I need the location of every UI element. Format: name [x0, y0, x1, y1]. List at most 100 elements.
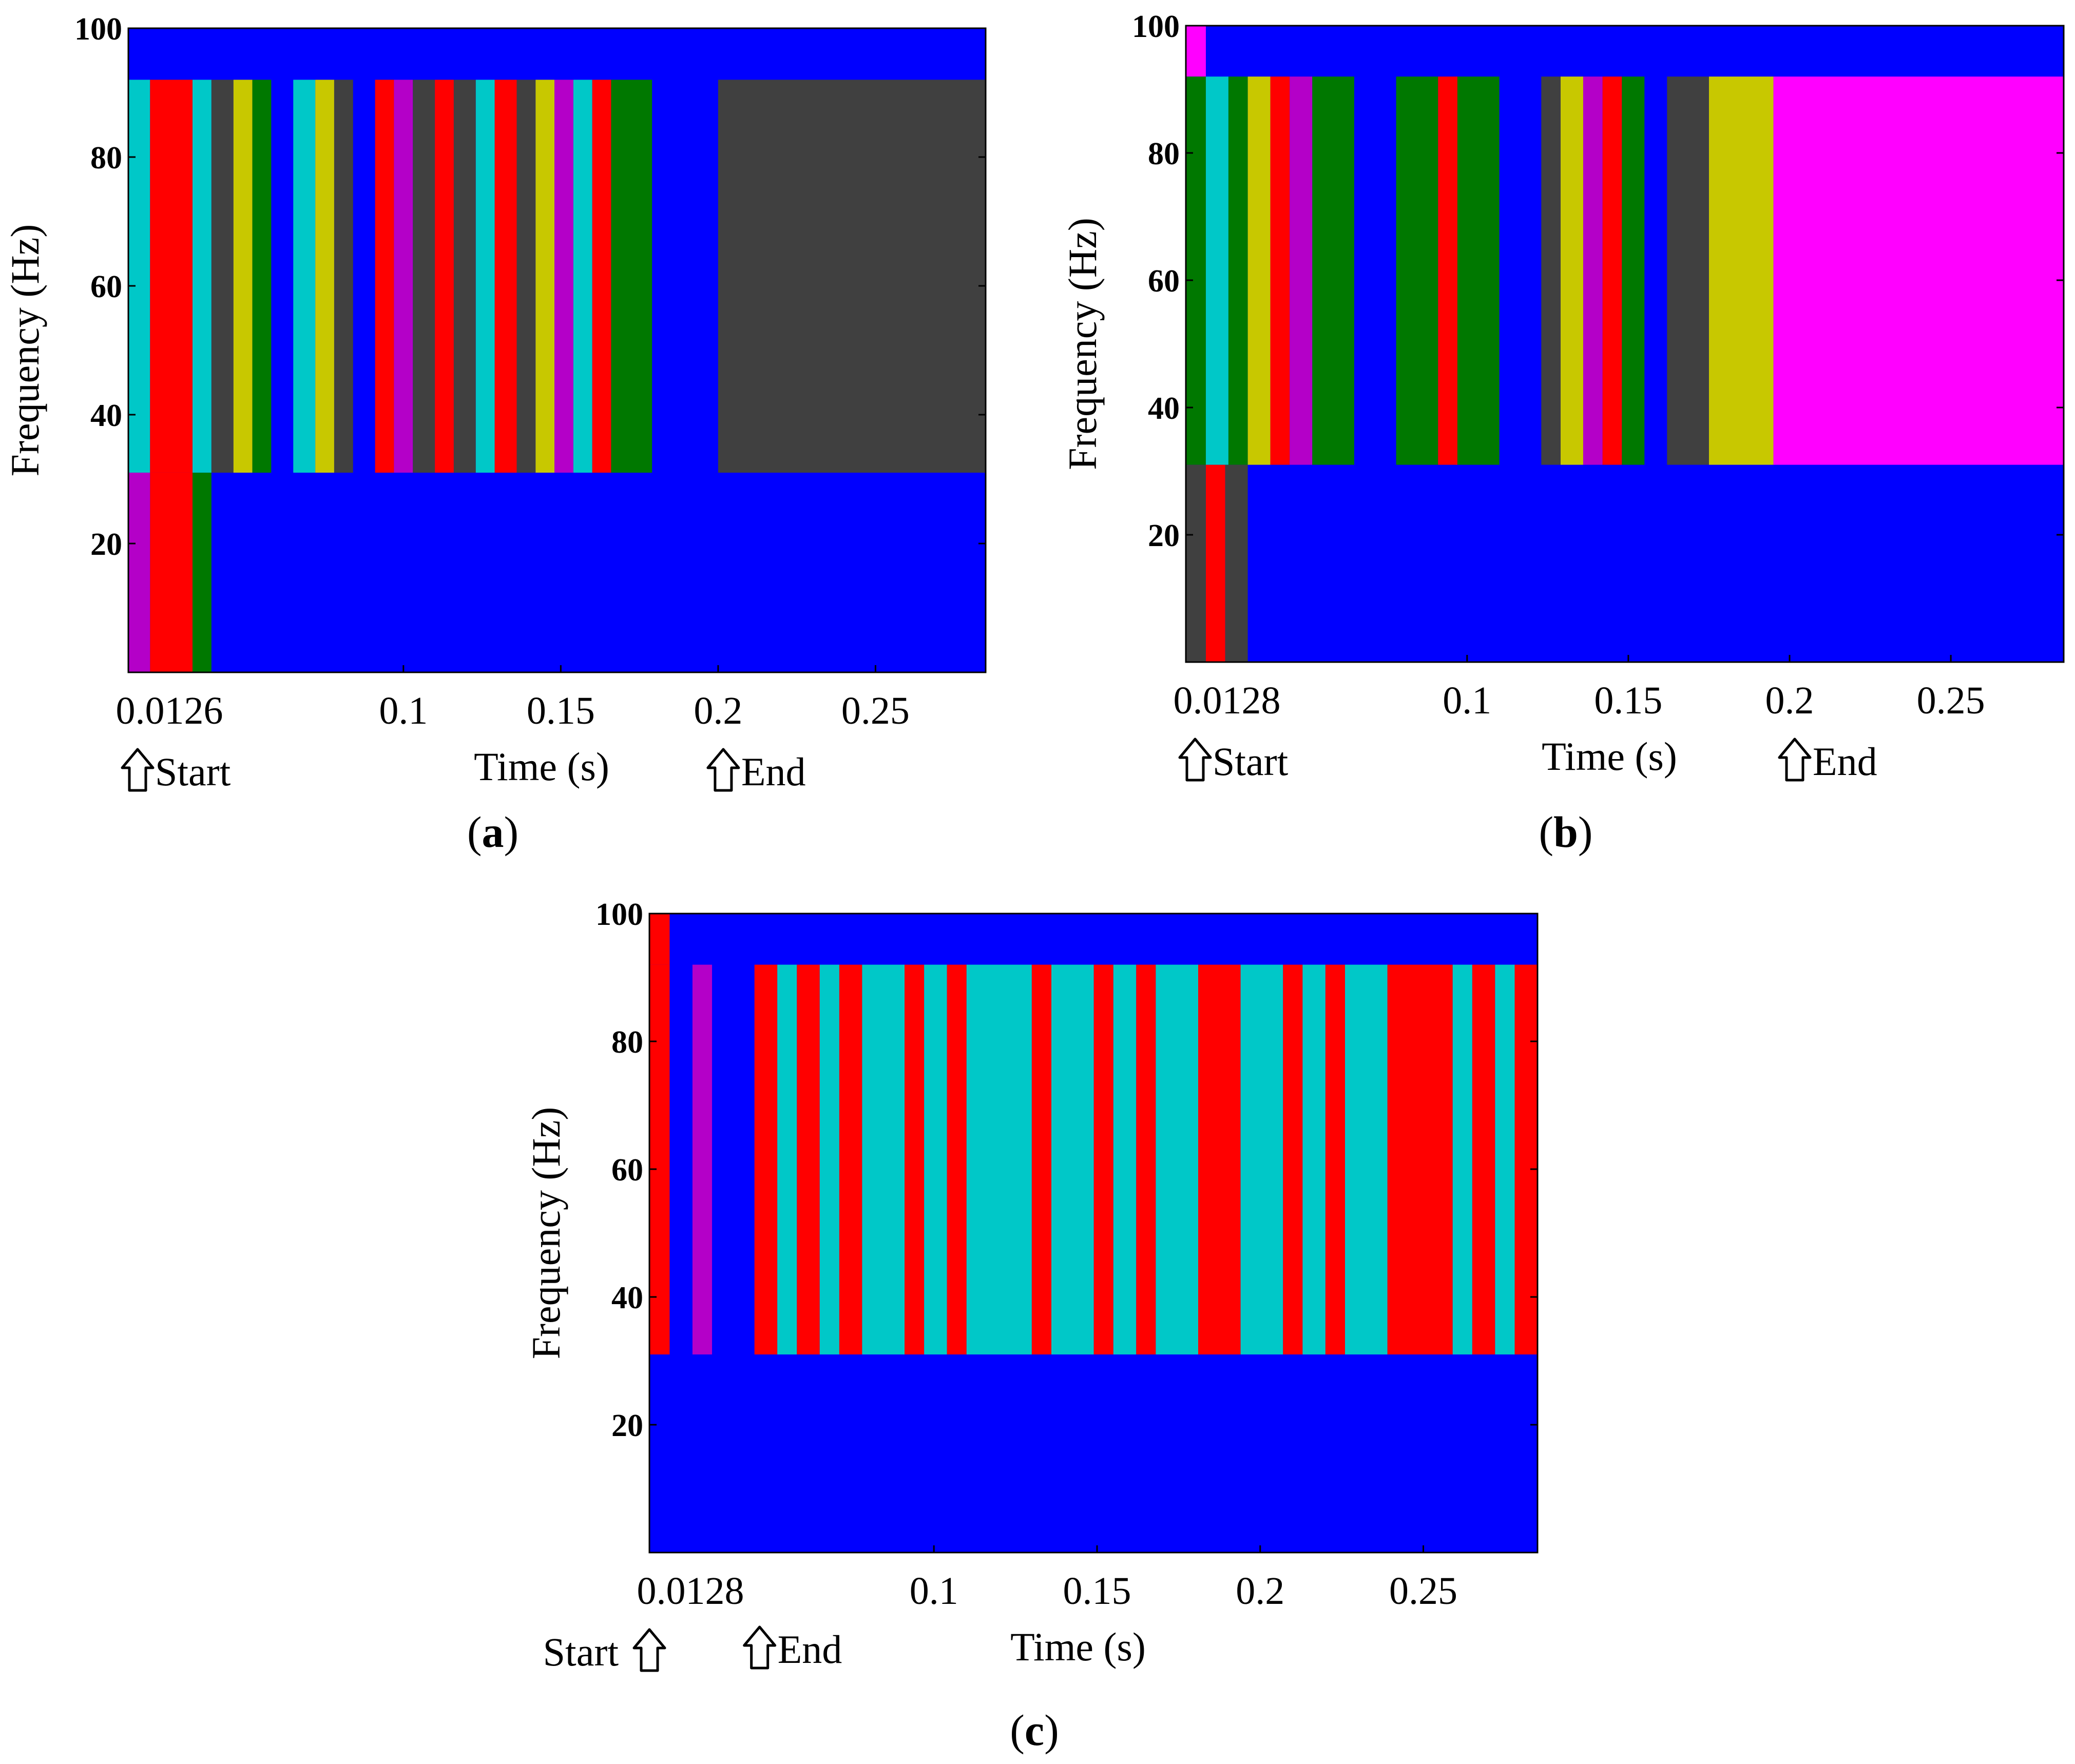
- start-label: Start: [1213, 739, 1289, 784]
- segment-c-1-14: [1093, 964, 1113, 1355]
- segment-b-1-12: [1583, 76, 1603, 465]
- segment-c-1-20: [1283, 964, 1303, 1355]
- end-arrow-icon: [1778, 738, 1812, 782]
- segment-b-1-8: [1438, 76, 1457, 465]
- ytick-label: 80: [611, 1025, 643, 1060]
- segment-c-1-24: [1387, 964, 1453, 1355]
- segment-b-1-11: [1560, 76, 1583, 465]
- segment-b-1-1: [1205, 76, 1228, 465]
- plot-frame: [127, 27, 987, 673]
- xtick-label: 0.15: [1063, 1569, 1131, 1613]
- segment-a-1-2: [193, 472, 212, 672]
- xtick-label: 0.0126: [116, 689, 223, 732]
- segment-c-1-21: [1302, 964, 1325, 1355]
- segment-c-1-0: [649, 964, 670, 1355]
- segment-c-1-6: [839, 964, 862, 1355]
- start-arrow-icon: [632, 1628, 666, 1672]
- end-label: End: [741, 749, 806, 794]
- segment-c-1-25: [1452, 964, 1472, 1355]
- segment-c-1-7: [862, 964, 905, 1355]
- y-axis-label: Frequency (Hz): [524, 1107, 568, 1360]
- panel-c: 20 40 60 80 100 0.0128 0.1 0.15 0.2 0.25 Frequency…: [524, 897, 1539, 1755]
- xtick-label: 0.25: [841, 689, 910, 732]
- segment-c-1-28: [1514, 964, 1538, 1355]
- segment-c-1-3: [777, 964, 797, 1355]
- ytick-label: 20: [90, 527, 122, 562]
- ytick-label: 60: [611, 1153, 643, 1188]
- segment-b-1-0: [1186, 76, 1206, 465]
- segment-a-0-18: [554, 80, 573, 473]
- segment-a-0-12: [435, 80, 454, 473]
- segment-a-0-19: [573, 80, 592, 473]
- x-axis-label: Time (s): [1542, 734, 1677, 779]
- panel-b: 20 40 60 80 100 0.0128 0.1 0.15 0.2 0.25 Frequency…: [1060, 9, 2065, 857]
- x-axis-label: Time (s): [474, 744, 609, 789]
- ytick-label: 20: [611, 1408, 643, 1443]
- segment-b-0-0: [1186, 26, 1206, 77]
- ytick-label: 80: [90, 141, 122, 176]
- segment-c-1-4: [797, 964, 820, 1355]
- segment-a-0-14: [475, 80, 495, 473]
- x-axis-label: Time (s): [1010, 1624, 1146, 1669]
- ytick-label: 100: [595, 897, 643, 932]
- segment-c-1-17: [1156, 964, 1199, 1355]
- segment-b-1-4: [1270, 76, 1290, 465]
- segment-a-0-9: [375, 80, 394, 473]
- xtick-label: 0.25: [1389, 1569, 1457, 1613]
- ytick-label: 40: [90, 398, 122, 433]
- start-label: Start: [155, 749, 231, 794]
- xtick-label: 0.2: [694, 689, 742, 732]
- segment-a-0-6: [293, 80, 316, 473]
- end-arrow-icon: [743, 1625, 777, 1670]
- segment-b-1-10: [1541, 76, 1561, 465]
- end-label: End: [778, 1627, 842, 1672]
- start-label: Start: [543, 1630, 619, 1674]
- panel-label: (c): [1010, 1705, 1059, 1755]
- segment-a-0-22: [718, 80, 986, 473]
- end-arrow-icon: [706, 748, 740, 792]
- segment-b-1-14: [1622, 76, 1645, 465]
- ytick-label: 80: [1148, 137, 1180, 171]
- segment-c-1-27: [1495, 964, 1515, 1355]
- segment-c-1-12: [1031, 964, 1052, 1355]
- ytick-label: 100: [74, 12, 122, 47]
- segment-b-1-7: [1396, 76, 1438, 465]
- segment-c-1-5: [819, 964, 839, 1355]
- xtick-label: 0.2: [1765, 679, 1814, 722]
- segment-a-0-0: [128, 80, 150, 473]
- segment-a-1-0: [128, 472, 150, 672]
- segment-c-1-18: [1198, 964, 1241, 1355]
- segment-a-0-2: [193, 80, 212, 473]
- segment-c-1-22: [1325, 964, 1346, 1355]
- segment-a-0-11: [413, 80, 435, 473]
- segment-c-1-15: [1113, 964, 1137, 1355]
- segment-c-1-11: [966, 964, 1032, 1355]
- segment-a-1-1: [150, 472, 193, 672]
- ytick-label: 20: [1148, 518, 1180, 553]
- segment-a-0-1: [150, 80, 193, 473]
- plot-frame: [1185, 25, 2065, 663]
- xtick-label: 0.25: [1917, 679, 1985, 722]
- xtick-label: 0.15: [527, 689, 595, 732]
- segment-c-1-1: [692, 964, 713, 1355]
- start-arrow-icon: [121, 748, 155, 792]
- segment-a-0-8: [334, 80, 353, 473]
- xtick-label: 0.0128: [1174, 679, 1281, 722]
- panel-label: (a): [467, 807, 518, 857]
- segment-c-0-0: [649, 914, 670, 965]
- segment-a-0-4: [233, 80, 253, 473]
- segment-c-1-2: [754, 964, 778, 1355]
- segment-b-1-5: [1290, 76, 1313, 465]
- segment-b-1-17: [1773, 76, 2064, 465]
- segment-a-0-16: [516, 80, 536, 473]
- segment-a-0-7: [315, 80, 334, 473]
- xtick-label: 0.1: [1443, 679, 1491, 722]
- end-label: End: [1813, 739, 1877, 784]
- segment-b-1-2: [1228, 76, 1248, 465]
- segment-b-2-0: [1186, 464, 1206, 662]
- ytick-label: 40: [611, 1281, 643, 1315]
- segment-a-0-20: [592, 80, 611, 473]
- xtick-label: 0.1: [379, 689, 428, 732]
- segment-b-1-15: [1667, 76, 1709, 465]
